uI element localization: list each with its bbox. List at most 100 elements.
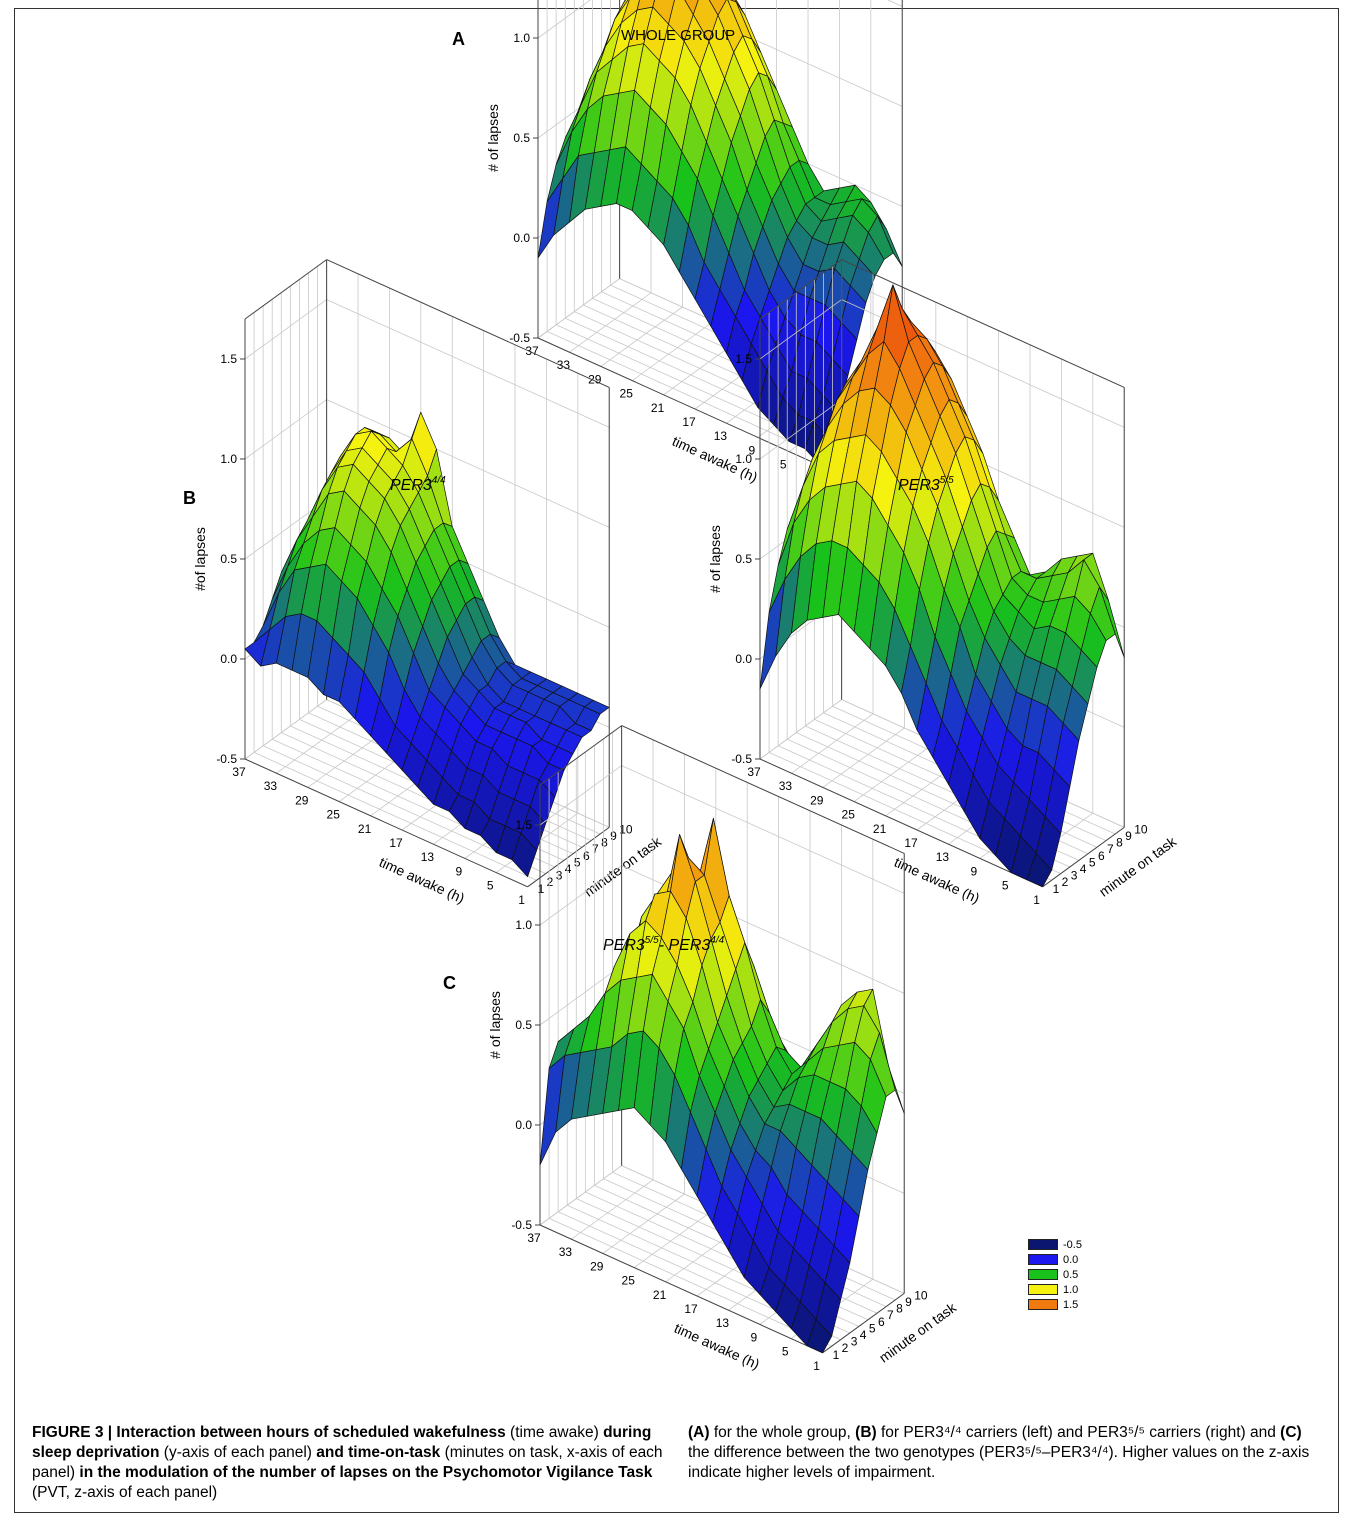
y-tick-label: 7 [1107, 842, 1114, 856]
legend-swatch [1028, 1269, 1058, 1280]
x-tick-label: 37 [525, 344, 539, 358]
panel-title: WHOLE GROUP [621, 27, 735, 44]
x-tick-label: 17 [682, 415, 696, 429]
y-tick-label: 3 [1071, 869, 1078, 883]
legend-swatch [1028, 1299, 1058, 1310]
x-tick-label: 9 [750, 1330, 757, 1344]
z-tick-label: -0.5 [511, 1218, 532, 1232]
x-tick-label: 37 [232, 765, 246, 779]
x-tick-label: 5 [1002, 879, 1009, 893]
panel-title: PER35/5- PER34/4 [603, 935, 725, 954]
x-tick-label: 21 [651, 401, 665, 415]
y-tick-label: 2 [1062, 875, 1069, 889]
panel-title: PER34/4 [390, 475, 446, 494]
y-tick-label: 10 [914, 1288, 928, 1302]
z-axis-label: # of lapses [485, 104, 501, 172]
surface-cell [1026, 852, 1053, 888]
z-tick-label: -0.5 [731, 752, 752, 766]
y-tick-label: 1 [1053, 882, 1060, 896]
y-tick-label: 9 [1125, 829, 1132, 843]
y-tick-label: 7 [592, 842, 599, 856]
x-tick-label: 29 [295, 793, 309, 807]
caption-run: (B) [855, 1424, 877, 1441]
x-tick-label: 33 [264, 779, 278, 793]
x-tick-label: 17 [684, 1302, 698, 1316]
y-tick-label: 8 [601, 836, 608, 850]
x-tick-label: 29 [810, 793, 824, 807]
y-tick-label: 6 [878, 1315, 885, 1329]
surface [244, 411, 610, 878]
caption-run: (y-axis of each panel) [159, 1444, 317, 1461]
y-tick-label: 6 [583, 849, 590, 863]
figure-3-surface-plots: -0.50.00.51.01.5373329252117139511234567… [183, 0, 1180, 1373]
legend-entry: 0.0 [1028, 1252, 1082, 1267]
caption-run: FIGURE 3 | Interaction between hours of … [32, 1424, 506, 1441]
x-tick-label: 25 [842, 808, 856, 822]
caption-run: (PVT, z-axis of each panel) [32, 1484, 218, 1501]
x-tick-label: 37 [527, 1231, 541, 1245]
z-tick-label: 1.0 [735, 452, 752, 466]
caption-left-column: FIGURE 3 | Interaction between hours of … [32, 1423, 666, 1503]
x-tick-label: 21 [873, 822, 887, 836]
x-tick-label: 17 [904, 836, 918, 850]
z-tick-label: 1.0 [515, 918, 532, 932]
surface [759, 284, 1125, 888]
y-tick-label: 2 [842, 1341, 849, 1355]
z-tick-label: -0.5 [509, 331, 530, 345]
x-tick-label: 21 [653, 1288, 667, 1302]
caption-run: in the modulation of the number of lapse… [79, 1464, 653, 1481]
legend-label: 0.5 [1063, 1268, 1079, 1281]
y-tick-label: 5 [574, 855, 581, 869]
y-tick-label: 6 [1098, 849, 1105, 863]
caption-run: (A) [688, 1424, 710, 1441]
caption-run: (C) [1280, 1424, 1302, 1441]
x-tick-label: 13 [936, 850, 950, 864]
legend-label: 0.0 [1063, 1253, 1079, 1266]
z-tick-label: 0.0 [735, 652, 752, 666]
caption-run: for the whole group, [709, 1424, 856, 1441]
legend-swatch [1028, 1254, 1058, 1265]
x-tick-label: 33 [559, 1245, 573, 1259]
y-tick-label: 10 [619, 822, 633, 836]
surface [539, 818, 905, 1354]
z-axis-label: #of lapses [192, 527, 208, 591]
z-tick-label: 1.0 [513, 31, 530, 45]
y-tick-label: 5 [869, 1321, 876, 1335]
legend-entry: 0.5 [1028, 1267, 1082, 1282]
y-tick-label: 3 [851, 1335, 858, 1349]
x-tick-label: 37 [747, 765, 761, 779]
z-tick-label: 0.0 [220, 652, 237, 666]
z-tick-label: 1.5 [515, 818, 532, 832]
caption-run: the difference between the two genotypes… [688, 1444, 1310, 1481]
x-tick-label: 13 [421, 850, 435, 864]
y-tick-label: 5 [1089, 855, 1096, 869]
x-tick-label: 33 [779, 779, 793, 793]
x-tick-label: 17 [389, 836, 403, 850]
caption-run: during sleep deprivation [32, 1424, 652, 1461]
y-tick-label: 2 [547, 875, 554, 889]
caption-run: (time awake) [505, 1424, 604, 1441]
y-tick-label: 1 [833, 1348, 840, 1362]
z-tick-label: 0.0 [513, 231, 530, 245]
caption-right-column: (A) for the whole group, (B) for PER3⁴/⁴… [688, 1423, 1324, 1503]
legend-swatch [1028, 1284, 1058, 1295]
legend-label: 1.5 [1063, 1298, 1079, 1311]
z-tick-label: 0.5 [220, 552, 237, 566]
y-tick-label: 8 [1116, 836, 1123, 850]
caption-run: (minutes on task, x-axis of each panel) [32, 1444, 663, 1481]
z-tick-label: 1.5 [220, 352, 237, 366]
legend-entry: 1.0 [1028, 1282, 1082, 1297]
x-tick-label: 9 [970, 864, 977, 878]
y-tick-label: 4 [565, 862, 572, 876]
legend-entry: -0.5 [1028, 1237, 1082, 1252]
legend-entry: 1.5 [1028, 1297, 1082, 1312]
x-tick-label: 25 [622, 1274, 636, 1288]
y-tick-label: 9 [905, 1295, 912, 1309]
x-tick-label: 9 [455, 864, 462, 878]
z-tick-label: 1.0 [220, 452, 237, 466]
figure-caption: FIGURE 3 | Interaction between hours of … [32, 1423, 1324, 1503]
y-tick-label: 7 [887, 1308, 894, 1322]
panel-letter: A [452, 29, 465, 49]
